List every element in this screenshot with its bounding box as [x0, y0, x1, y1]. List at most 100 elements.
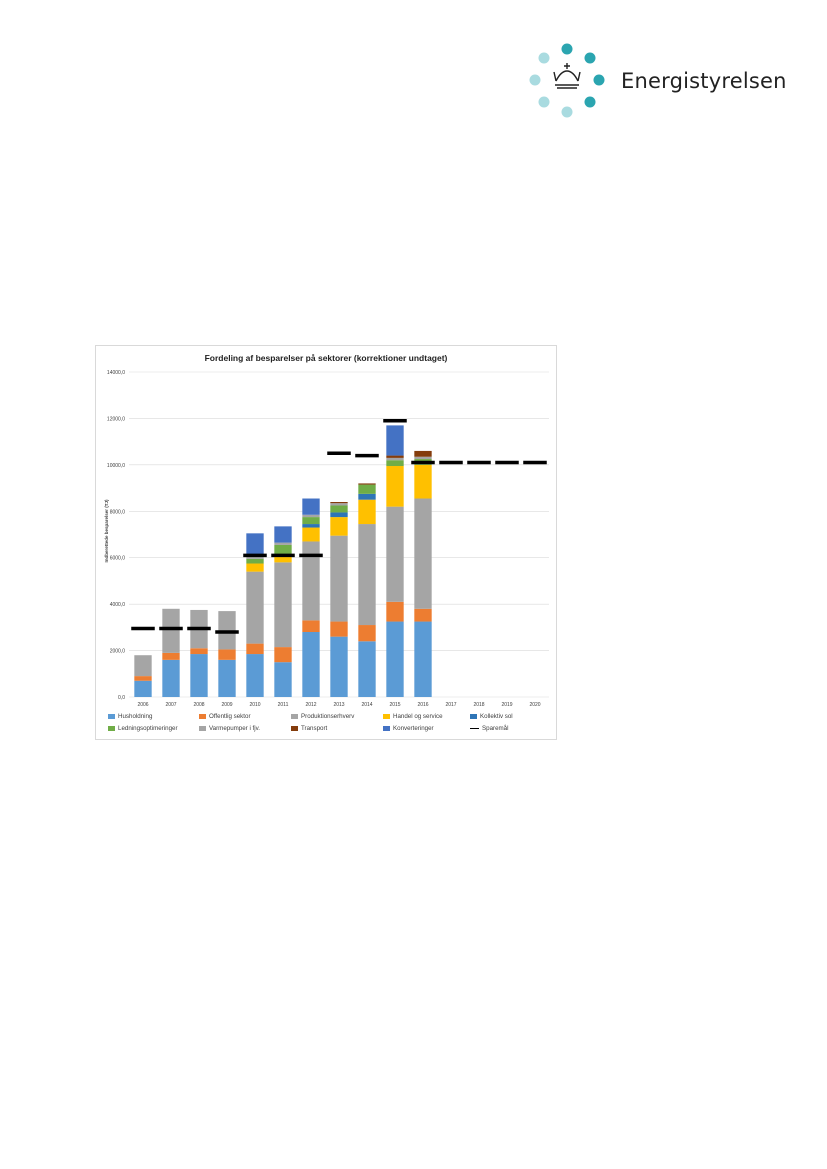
bar-segment	[330, 621, 348, 637]
legend-swatch	[383, 726, 390, 731]
legend-label: Handel og service	[393, 713, 443, 720]
bar-segment	[358, 499, 376, 525]
bar-segment	[414, 456, 432, 460]
bar-segment	[218, 649, 236, 660]
y-tick-label: 0,0	[118, 695, 125, 701]
bar-segment	[330, 636, 348, 697]
y-tick-label: 4000,0	[110, 602, 126, 608]
bar-segment	[246, 654, 264, 697]
bar-segment	[302, 620, 320, 632]
x-tick-label: 2014	[361, 702, 372, 708]
y-tick-label: 14000,0	[107, 370, 125, 376]
legend-swatch	[108, 726, 115, 731]
bar-segment	[274, 647, 292, 663]
bar-segment	[246, 643, 264, 655]
bar-segment	[274, 554, 292, 563]
legend-swatch	[291, 726, 298, 731]
bar-segment	[386, 460, 404, 467]
y-tick-label: 12000,0	[107, 416, 125, 422]
bar-segment	[274, 544, 292, 555]
y-tick-label: 6000,0	[110, 556, 126, 562]
legend-swatch	[199, 714, 206, 719]
legend-item: Handel og service	[383, 713, 443, 720]
bar-segment	[302, 517, 320, 525]
bar-segment	[386, 506, 404, 602]
bar-segment	[302, 498, 320, 515]
x-tick-label: 2016	[417, 702, 428, 708]
x-tick-label: 2008	[193, 702, 204, 708]
legend-swatch	[470, 727, 479, 730]
legend-item: Sparemål	[470, 725, 508, 732]
legend-swatch	[199, 726, 206, 731]
legend-label: Transport	[301, 725, 328, 732]
legend-label: Sparemål	[482, 725, 509, 732]
bar-segment	[302, 632, 320, 697]
bar-segment	[330, 505, 348, 513]
legend-item: Konverteringer	[383, 725, 434, 732]
bar-segment	[246, 571, 264, 644]
chart-title: Fordeling af besparelser på sektorer (ko…	[205, 353, 448, 363]
bar-segment	[330, 502, 348, 504]
y-axis-label: Indberettede besparelser (TJ)	[104, 499, 109, 563]
bar-segment	[358, 484, 376, 494]
bar-segment	[134, 680, 152, 697]
crown-icon	[529, 43, 605, 118]
bar-segment	[302, 527, 320, 542]
bar-segment	[414, 464, 432, 499]
bar-segment	[330, 517, 348, 536]
x-tick-label: 2020	[529, 702, 540, 708]
bar-segment	[414, 450, 432, 457]
bar-segment	[414, 621, 432, 697]
legend-item: Ledningsoptimeringer	[108, 725, 178, 732]
legend-label: Varmepumper i fjv.	[209, 725, 261, 732]
x-tick-label: 2015	[389, 702, 400, 708]
bar-segment	[302, 541, 320, 621]
legend-label: Ledningsoptimeringer	[118, 725, 178, 732]
legend-label: Konverteringer	[393, 725, 434, 732]
legend-swatch	[470, 714, 477, 719]
bar-segment	[274, 662, 292, 697]
bar-segment	[330, 535, 348, 622]
bar-segment	[162, 608, 180, 653]
bar-segment	[386, 455, 404, 458]
bar-segment	[358, 524, 376, 626]
legend-swatch	[383, 714, 390, 719]
x-tick-label: 2011	[278, 702, 289, 708]
legend-item: Husholdning	[108, 713, 152, 720]
y-tick-label: 8000,0	[110, 509, 126, 515]
bar-segment	[134, 676, 152, 681]
bar-segment	[162, 659, 180, 697]
bar-segment	[358, 641, 376, 697]
x-tick-label: 2012	[305, 702, 316, 708]
legend-item: Varmepumper i fjv.	[199, 725, 260, 732]
x-tick-label: 2007	[165, 702, 176, 708]
bar-segment	[414, 608, 432, 622]
bar-segment	[358, 483, 376, 485]
bar-segment	[414, 498, 432, 609]
legend-label: Offentlig sektor	[209, 713, 251, 720]
x-tick-label: 2018	[473, 702, 484, 708]
bar-segment	[218, 659, 236, 697]
stacked-bar-chart: Fordeling af besparelser på sektorer (ko…	[104, 353, 549, 708]
bar-segment	[274, 526, 292, 543]
legend-label: Kollektiv sol	[480, 713, 513, 720]
energistyrelsen-logo: Energistyrelsen	[520, 36, 786, 126]
x-tick-label: 2006	[137, 702, 148, 708]
bar-segment	[162, 652, 180, 660]
bar-segment	[246, 533, 264, 557]
legend-item: Kollektiv sol	[470, 713, 513, 720]
bar-segment	[190, 648, 208, 655]
bar-segment	[246, 558, 264, 564]
x-tick-label: 2013	[333, 702, 344, 708]
bar-segment	[386, 457, 404, 461]
bar-segment	[386, 601, 404, 622]
bar-segment	[274, 542, 292, 545]
x-tick-label: 2009	[221, 702, 232, 708]
bar-segment	[386, 621, 404, 697]
legend-item: Produktionserhverv	[291, 713, 354, 720]
legend-swatch	[108, 714, 115, 719]
chart-frame: Fordeling af besparelser på sektorer (ko…	[95, 345, 557, 740]
legend-item: Transport	[291, 725, 327, 732]
legend-label: Husholdning	[118, 713, 153, 720]
bar-segment	[358, 493, 376, 500]
